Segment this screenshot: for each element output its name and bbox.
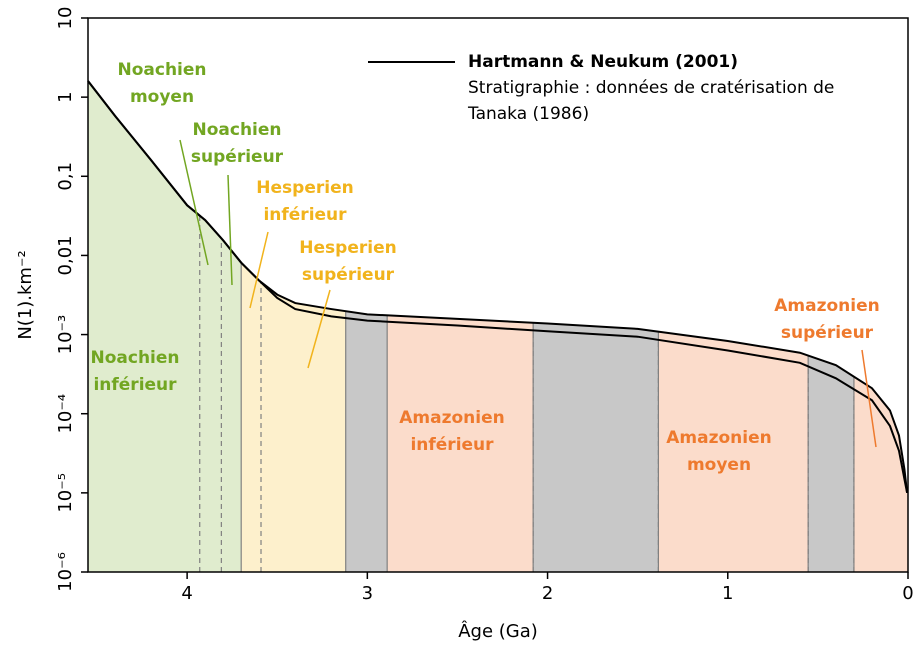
y-tick-label: 10⁻⁶ (55, 552, 76, 592)
period-band (808, 355, 854, 572)
leader-line (179, 139, 209, 266)
curve (87, 80, 909, 494)
period-band (658, 331, 809, 572)
y-tick-label: 1 (55, 91, 76, 102)
period-band (241, 262, 346, 572)
x-tick-label: 4 (181, 583, 192, 604)
y-tick-label: 0,1 (55, 162, 76, 191)
epoch-label: Amazonien (774, 296, 879, 316)
epoch-label: Amazonien (399, 408, 504, 428)
y-tick-label: 10⁻³ (55, 315, 76, 355)
y-tick-label: 10 (55, 7, 76, 30)
epoch-label: supérieur (191, 147, 284, 167)
epoch-label: inférieur (93, 375, 177, 395)
epoch-label: moyen (687, 455, 751, 475)
epoch-label: inférieur (263, 205, 347, 225)
x-tick-label: 2 (542, 583, 553, 604)
leader-line (307, 289, 331, 369)
epoch-label: Noachien (192, 120, 281, 140)
epoch-label: Hesperien (256, 178, 353, 198)
epoch-label: supérieur (302, 265, 395, 285)
epoch-label: inférieur (410, 435, 494, 455)
period-band (533, 322, 659, 572)
legend-label: Hartmann & Neukum (2001) (468, 52, 738, 72)
leader-line (861, 349, 877, 448)
epoch-label: Noachien (90, 348, 179, 368)
x-tick-label: 3 (362, 583, 373, 604)
leader-line (227, 174, 233, 286)
period-band (387, 315, 534, 572)
plot-frame (87, 17, 909, 573)
y-axis-label: N(1).km⁻² (15, 250, 36, 339)
x-axis-label: Âge (Ga) (458, 620, 538, 642)
period-band (88, 80, 242, 572)
epoch-label: Noachien (117, 60, 206, 80)
leader-line (249, 231, 269, 309)
epoch-label: supérieur (781, 323, 874, 343)
y-tick-label: 0,01 (55, 235, 76, 275)
x-tick-label: 0 (902, 583, 913, 604)
note: Tanaka (1986) (467, 104, 589, 124)
y-tick-label: 10⁻⁴ (55, 394, 76, 434)
period-band (853, 376, 908, 572)
x-tick-label: 1 (722, 583, 733, 604)
note: Stratigraphie : données de cratérisation… (468, 78, 834, 98)
period-band (345, 311, 388, 572)
y-tick-label: 10⁻⁵ (55, 473, 76, 513)
epoch-label: Hesperien (299, 238, 396, 258)
epoch-label: Amazonien (666, 428, 771, 448)
epoch-label: moyen (130, 87, 194, 107)
